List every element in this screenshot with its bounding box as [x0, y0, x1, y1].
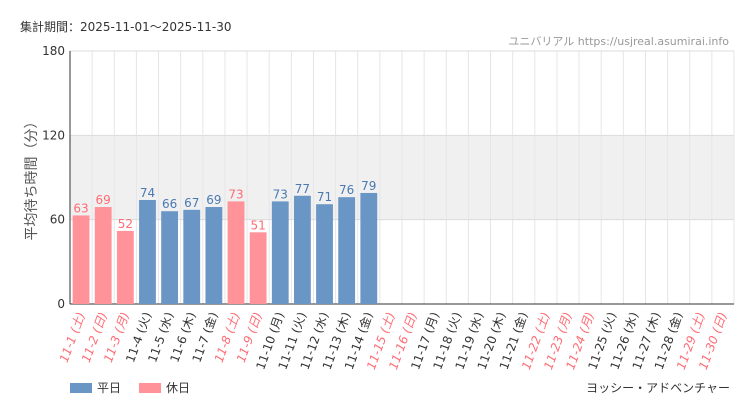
bar-value-label: 52: [118, 217, 133, 231]
bar: [72, 215, 90, 304]
legend: 平日 休日: [70, 379, 208, 396]
bar-value-label: 76: [339, 183, 354, 197]
y-tick-label: 60: [50, 213, 65, 227]
bar: [316, 204, 333, 304]
bar-value-label: 79: [361, 179, 376, 193]
legend-holiday-swatch: [139, 382, 162, 393]
bar: [94, 207, 112, 304]
bar-value-label: 51: [250, 218, 265, 232]
bar: [293, 195, 311, 304]
y-tick-label: 180: [42, 44, 65, 58]
site-label: ユニバリアル https://usjreal.asumirai.info: [508, 35, 729, 48]
bar-value-label: 74: [140, 186, 155, 200]
bar-value-label: 63: [73, 201, 88, 215]
y-tick-label: 0: [57, 297, 65, 311]
bar: [360, 192, 378, 304]
bar: [249, 232, 267, 304]
bar-value-label: 71: [317, 190, 332, 204]
bar: [116, 230, 134, 304]
bar: [338, 197, 356, 304]
legend-weekday-swatch: [70, 382, 92, 393]
period-label: 集計期間：2025-11-01〜2025-11-30: [20, 20, 232, 34]
bar: [161, 211, 179, 304]
bar: [139, 199, 156, 304]
bar-value-label: 69: [206, 193, 221, 207]
legend-weekday: 平日: [70, 379, 121, 396]
bar-value-label: 73: [228, 187, 243, 201]
bar-value-label: 67: [184, 196, 199, 210]
bar: [227, 201, 245, 304]
bar: [183, 209, 201, 304]
bar: [271, 201, 289, 304]
y-tick-label: 120: [42, 128, 65, 142]
bar-value-label: 73: [273, 187, 288, 201]
legend-weekday-label: 平日: [97, 381, 122, 395]
bar-value-label: 77: [295, 182, 310, 196]
legend-holiday-label: 休日: [166, 381, 191, 395]
attraction-name: ヨッシー・アドベンチャー: [586, 381, 730, 395]
legend-holiday: 休日: [139, 379, 190, 396]
bar-value-label: 66: [162, 197, 177, 211]
y-axis-label: 平均待ち時間（分）: [24, 115, 40, 241]
bar: [205, 207, 223, 304]
bar-value-label: 69: [96, 193, 111, 207]
